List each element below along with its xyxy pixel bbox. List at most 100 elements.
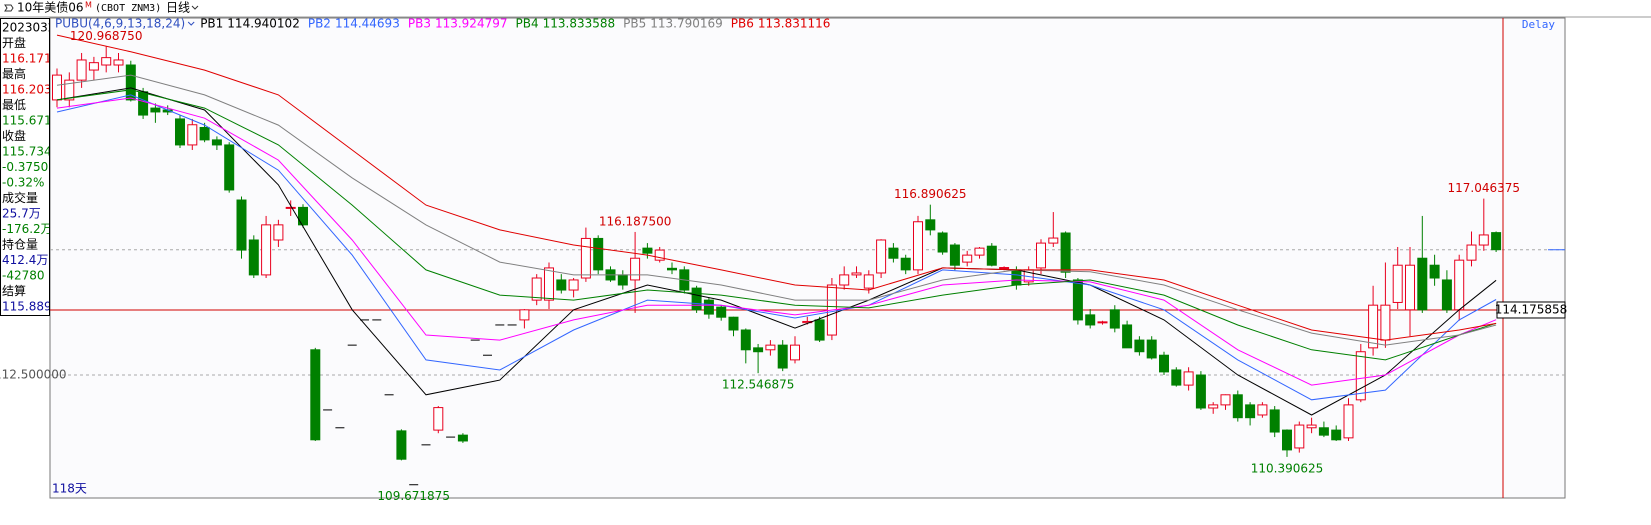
candle-body: [261, 224, 272, 276]
candle-body: [876, 239, 887, 274]
candle-body: [740, 329, 751, 351]
title: 10年美债06: [17, 1, 84, 15]
candle-body: [691, 287, 702, 311]
header: 10年美债06 M (CBOT ZNM3) 日线: [4, 1, 199, 15]
reference-label: 114.175858: [1495, 302, 1568, 316]
legend-value: 114.44693: [335, 17, 400, 31]
day-count: 118天: [52, 482, 87, 496]
info-border: [0, 18, 50, 316]
info-value: -176.2万: [2, 222, 53, 236]
plot: [50, 34, 1565, 486]
candle-body: [765, 344, 776, 351]
info-value: 116.203: [2, 83, 52, 97]
candle-body: [617, 274, 628, 286]
y-tick-label: 112.500000: [0, 368, 67, 382]
legend-name: PB4: [515, 17, 538, 31]
app-icon[interactable]: [4, 4, 14, 12]
candle-body: [728, 316, 739, 331]
info-label: 收盘: [2, 128, 26, 143]
candle-body: [1011, 269, 1022, 286]
candle-body: [1343, 404, 1354, 439]
grid: 112.500000: [0, 368, 1565, 382]
candle-body: [777, 344, 788, 369]
info-value: 115.889: [2, 300, 52, 314]
candle-body: [224, 144, 235, 191]
candle-body: [851, 272, 862, 276]
candle-body: [863, 274, 874, 289]
info-value: -42780: [2, 269, 45, 283]
candle-body: [937, 232, 948, 253]
candle-body: [1232, 394, 1243, 419]
candle-body: [1171, 369, 1182, 386]
candle-body: [88, 62, 99, 71]
candle-body: [839, 274, 850, 286]
extreme-label: 116.890625: [894, 187, 967, 201]
candle-body: [753, 347, 764, 353]
info-label: 最高: [2, 66, 26, 81]
legend-value: 114.940102: [227, 17, 300, 31]
candle-body: [814, 319, 825, 341]
candle-body: [236, 199, 247, 251]
candle-body: [1159, 354, 1169, 373]
legend-name: PB1: [200, 17, 223, 31]
candle-body: [52, 74, 62, 101]
legend-name: PB2: [308, 17, 331, 31]
candle-body: [1441, 279, 1452, 311]
candle-body: [556, 279, 567, 291]
candle-body: [593, 237, 604, 271]
extreme-label: 120.968750: [70, 29, 143, 43]
period[interactable]: 日线: [166, 1, 190, 15]
candle-body: [531, 277, 542, 301]
candle-body: [1122, 324, 1133, 349]
indicator-name[interactable]: PUBU(4,6,9,13,18,24): [55, 17, 185, 31]
candle-body: [113, 59, 124, 66]
legend-value: 113.790169: [650, 17, 723, 31]
candle-body: [1048, 237, 1059, 244]
candle-body: [1036, 242, 1046, 269]
info-label: 结算: [2, 283, 26, 298]
candle-body: [1368, 304, 1379, 349]
candle-body: [1478, 234, 1489, 246]
indicator-dropdown[interactable]: [187, 21, 195, 26]
legend-value: 113.924797: [435, 17, 508, 31]
info-value: -0.32%: [2, 176, 44, 190]
legend-name: PB3: [408, 17, 431, 31]
candle-body: [125, 64, 136, 101]
candle-body: [150, 107, 161, 113]
code: (CBOT ZNM3): [95, 3, 161, 14]
candle-body: [433, 407, 444, 431]
candle-body: [1392, 264, 1403, 303]
candle-body: [1245, 404, 1256, 419]
candle-body: [1269, 409, 1280, 433]
candle-body: [519, 309, 530, 321]
candle-body: [1318, 427, 1329, 436]
candle-body: [974, 247, 985, 256]
info-value: -0.3750: [2, 160, 48, 174]
legend: PUBU(4,6,9,13,18,24) PB1 114.940102 PB2 114.…: [55, 17, 830, 31]
period-dropdown[interactable]: [191, 5, 199, 10]
legend-value: 113.833588: [543, 17, 616, 31]
candle-body: [396, 430, 407, 460]
candle-body: [1109, 309, 1120, 329]
extreme-label: 112.546875: [722, 378, 795, 392]
candle-body: [630, 257, 641, 281]
indicator-line: [56, 74, 1497, 346]
reference-label-box: [1496, 301, 1566, 319]
info-date: 20230327: [2, 21, 63, 35]
extreme-label: 116.187500: [599, 214, 672, 228]
candle-body: [310, 349, 321, 441]
candle-body: [716, 306, 727, 318]
candle-body: [1085, 314, 1096, 326]
candle-body: [1454, 259, 1465, 311]
candle-body: [1331, 429, 1342, 441]
candle-body: [64, 79, 75, 101]
candle-body: [298, 206, 308, 226]
candle-body: [248, 239, 259, 276]
candle-body: [1195, 374, 1206, 409]
candle-body: [1146, 339, 1157, 359]
candle-body: [1183, 371, 1194, 386]
candle-body: [76, 59, 87, 81]
info-value: 116.171: [2, 52, 52, 66]
